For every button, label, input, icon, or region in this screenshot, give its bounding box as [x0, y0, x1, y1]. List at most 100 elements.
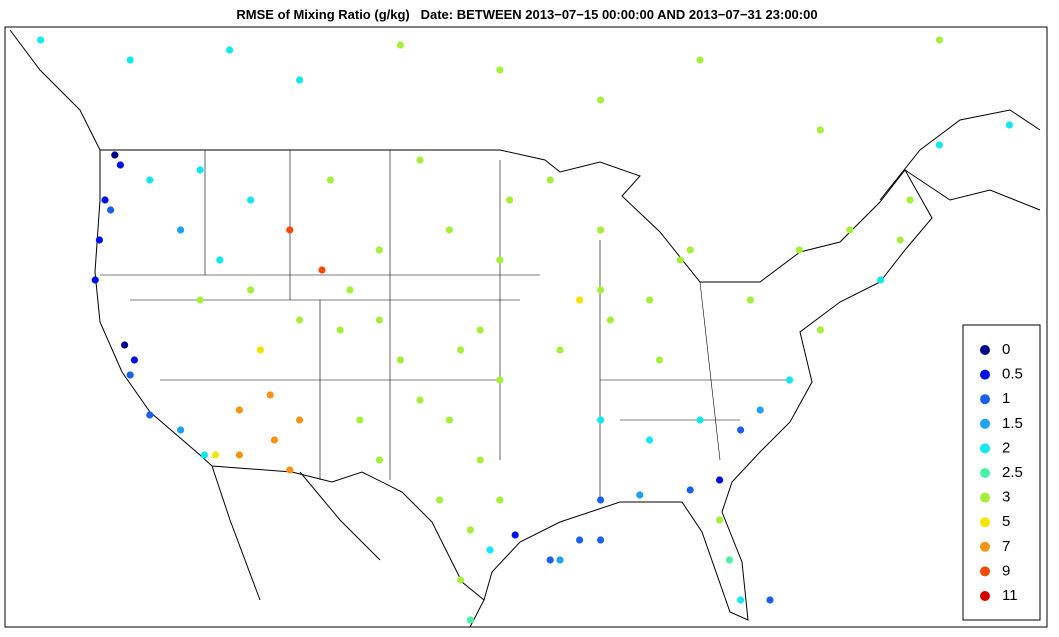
station-dot [597, 96, 605, 104]
basemap [9, 29, 1041, 628]
legend-swatch [980, 443, 990, 454]
station-dot [296, 316, 304, 324]
station-dot [177, 426, 185, 434]
station-dot [286, 226, 294, 234]
station-dot [606, 316, 615, 324]
station-dot [196, 296, 204, 304]
station-dot [126, 371, 134, 379]
station-dot [737, 596, 745, 604]
legend-swatch [980, 369, 990, 380]
legend-label: 0.5 [1002, 366, 1023, 383]
legend-label: 5 [1002, 513, 1010, 530]
station-dot [1005, 121, 1014, 129]
station-dot [655, 356, 664, 364]
station-dot [436, 496, 444, 504]
station-dot [935, 141, 944, 149]
chart-title: RMSE of Mixing Ratio (g/kg) Date: BETWEE… [236, 7, 817, 22]
station-dot [476, 326, 484, 334]
station-dot [496, 256, 504, 264]
station-dot [270, 436, 278, 444]
station-dot [216, 256, 224, 264]
station-dot [95, 236, 103, 244]
legend-label: 2 [1002, 439, 1010, 456]
station-dot [816, 126, 825, 134]
legend-label: 7 [1002, 538, 1010, 555]
station-dot [935, 36, 944, 44]
station-dot [375, 456, 383, 464]
station-dot [256, 346, 264, 354]
legend-swatch [980, 492, 990, 503]
us-outline [94, 149, 933, 621]
map-frame [4, 26, 1048, 628]
station-dot [896, 236, 904, 244]
station-dot [546, 556, 554, 564]
station-dot [356, 416, 364, 424]
station-dot [396, 41, 404, 49]
station-dot [476, 456, 484, 464]
station-dot [877, 276, 885, 284]
station-dot [686, 246, 694, 254]
station-dot [795, 246, 804, 254]
station-dot [457, 346, 465, 354]
station-dot [111, 151, 119, 159]
legend-swatch [980, 541, 990, 552]
station-dot [466, 526, 474, 534]
station-dot [725, 556, 734, 564]
station-dot [756, 406, 764, 414]
legend-label: 11 [1002, 587, 1018, 604]
station-dot [296, 76, 304, 84]
station-dot [235, 451, 243, 459]
station-dot [235, 406, 243, 414]
station-dot [816, 326, 825, 334]
station-dot [676, 256, 685, 264]
station-dot [786, 376, 794, 384]
legend-swatch [980, 566, 990, 577]
station-dot [766, 596, 774, 604]
station-dot [116, 161, 124, 169]
legend-label: 1 [1002, 390, 1010, 407]
station-dot [266, 391, 274, 399]
state-lines [100, 150, 790, 500]
legend-swatch [980, 394, 990, 405]
legend-label: 9 [1002, 562, 1010, 579]
station-dot [576, 296, 584, 304]
canada-coast [9, 29, 1041, 211]
station-dot [445, 416, 453, 424]
station-dot [496, 66, 504, 74]
station-dot [130, 356, 138, 364]
station-dot [696, 56, 704, 64]
station-dot [546, 176, 554, 184]
station-dot [466, 616, 474, 624]
station-dot [496, 496, 504, 504]
station-dot [646, 436, 654, 444]
station-dot [445, 226, 453, 234]
station-dot [597, 416, 605, 424]
station-dot [597, 226, 605, 234]
station-dot [375, 246, 383, 254]
legend-box [962, 324, 1041, 621]
station-dot [196, 166, 204, 174]
station-dot [416, 396, 424, 404]
station-dot [177, 226, 185, 234]
station-dot [576, 536, 584, 544]
station-dot [506, 196, 514, 204]
station-dot [846, 226, 854, 234]
station-dot [146, 176, 154, 184]
station-dot [696, 416, 704, 424]
station-dot [247, 286, 255, 294]
legend-swatch [980, 591, 990, 601]
station-dot [597, 536, 605, 544]
legend-swatch [980, 418, 990, 429]
legend-label: 2.5 [1002, 464, 1023, 481]
station-dot [646, 296, 654, 304]
station-dot [226, 46, 234, 54]
station-dot [486, 546, 494, 554]
station-dot [200, 451, 208, 459]
legend-swatch [980, 345, 990, 355]
station-dot [737, 426, 745, 434]
station-dot [318, 266, 326, 274]
station-dot [101, 196, 109, 204]
station-dot [511, 531, 519, 539]
station-dot [556, 346, 564, 354]
station-dot [146, 411, 154, 419]
